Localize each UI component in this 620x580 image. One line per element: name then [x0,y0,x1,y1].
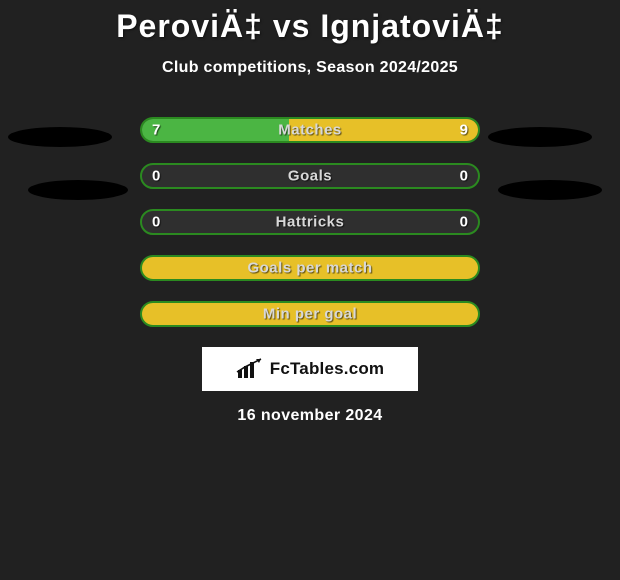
shadow-oval [28,180,128,200]
date-text: 16 november 2024 [0,407,620,425]
bar-value-right: 0 [460,214,468,231]
subtitle: Club competitions, Season 2024/2025 [0,59,620,77]
bar-value-right: 0 [460,168,468,185]
bar-value-left: 0 [152,214,160,231]
bar-label: Goals [288,168,332,185]
stat-bar: 7 9 Matches [140,117,480,143]
bar-fill-left [142,119,289,141]
shadow-oval [8,127,112,147]
stat-bar: 0 0 Hattricks [140,209,480,235]
stat-bar: 0 0 Goals [140,163,480,189]
shadow-oval [498,180,602,200]
bar-label: Matches [278,122,342,139]
shadow-oval [488,127,592,147]
bar-label: Min per goal [263,306,357,323]
page-title: PeroviÄ‡ vs IgnjatoviÄ‡ [0,0,620,45]
bar-value-left: 7 [152,122,160,139]
stat-bar: Min per goal [140,301,480,327]
bar-value-left: 0 [152,168,160,185]
bar-label: Goals per match [247,260,372,277]
stat-bar: Goals per match [140,255,480,281]
bar-value-right: 9 [460,122,468,139]
brand-text: FcTables.com [270,359,385,379]
bar-chart-icon [236,358,264,380]
stat-bars: 7 9 Matches 0 0 Goals 0 0 Hattricks Goals per mat… [0,117,620,327]
bar-label: Hattricks [276,214,345,231]
brand-panel: FcTables.com [202,347,418,391]
